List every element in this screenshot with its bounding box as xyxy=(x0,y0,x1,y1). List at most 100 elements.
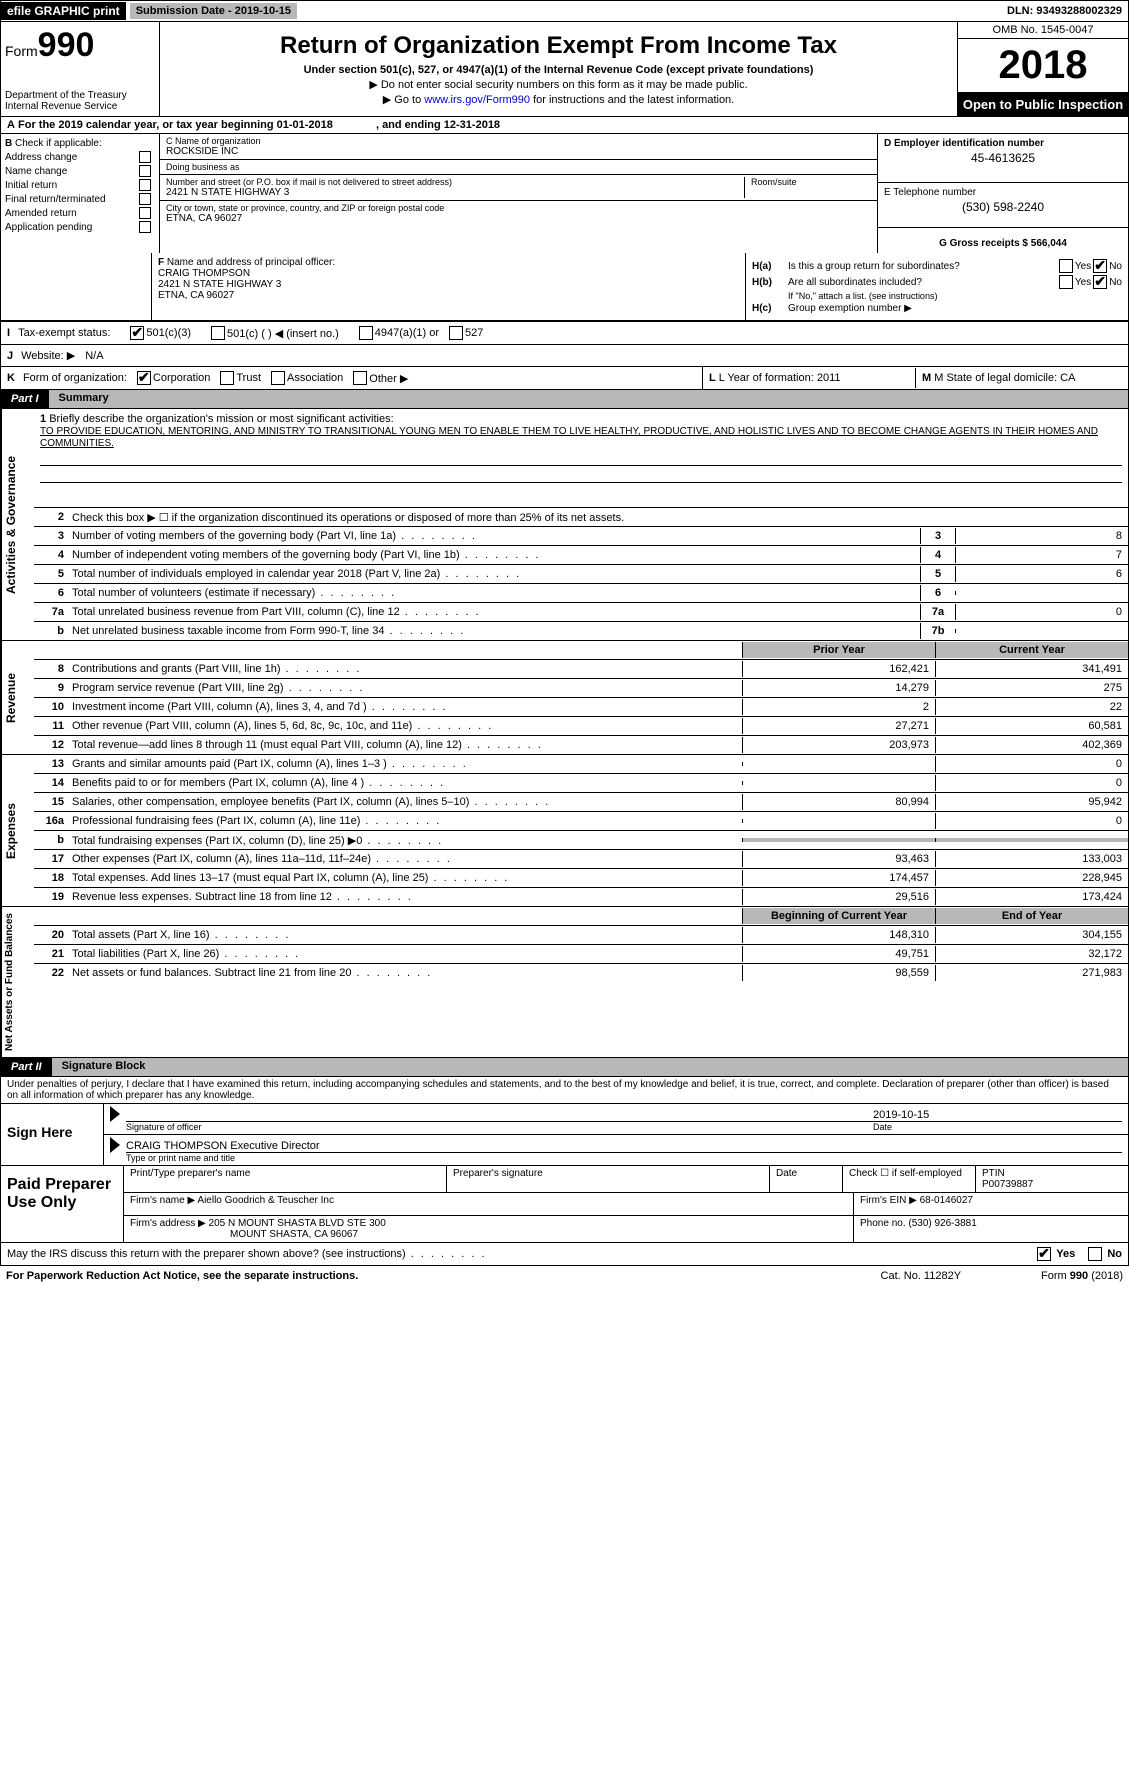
checkbox-icon[interactable] xyxy=(139,221,151,233)
checkbox-icon[interactable] xyxy=(1093,259,1107,273)
tax-year: 2018 xyxy=(958,39,1128,93)
row-a-text: For the 2019 calendar year, or tax year … xyxy=(18,119,333,131)
side-netassets: Net Assets or Fund Balances xyxy=(1,907,34,1057)
section-revenue: Revenue Prior Year Current Year 8 Contri… xyxy=(0,640,1129,754)
phone-value: (530) 598-2240 xyxy=(884,200,1122,214)
table-row: 19 Revenue less expenses. Subtract line … xyxy=(34,888,1128,906)
table-row: 6 Total number of volunteers (estimate i… xyxy=(34,584,1128,603)
checkbox-icon[interactable] xyxy=(139,151,151,163)
table-row: 18 Total expenses. Add lines 13–17 (must… xyxy=(34,869,1128,888)
line-1: 1 Briefly describe the organization's mi… xyxy=(34,409,1128,508)
firm-ein: Firm's EIN ▶ 68-0146027 xyxy=(854,1193,1128,1215)
table-row: 8 Contributions and grants (Part VIII, l… xyxy=(34,660,1128,679)
checkbox-icon[interactable] xyxy=(1093,275,1107,289)
table-row: 21 Total liabilities (Part X, line 26) 4… xyxy=(34,945,1128,964)
firm-addr-2: MOUNT SHASTA, CA 96067 xyxy=(230,1229,358,1240)
row-h: H(a) Is this a group return for subordin… xyxy=(746,253,1128,320)
row-k-text: Form of organization: xyxy=(23,372,127,384)
checkbox-icon[interactable] xyxy=(1059,259,1073,273)
irs-link[interactable]: www.irs.gov/Form990 xyxy=(424,94,530,106)
form-title: Return of Organization Exempt From Incom… xyxy=(166,32,951,60)
h-a-label: H(a) xyxy=(752,261,782,272)
table-row: 16a Professional fundraising fees (Part … xyxy=(34,812,1128,831)
ein-value: 45-4613625 xyxy=(884,151,1122,165)
room-label: Room/suite xyxy=(751,177,871,187)
row-i-text: Tax-exempt status: xyxy=(18,327,110,339)
checkbox-icon[interactable] xyxy=(220,371,234,385)
sig-disclaimer: Under penalties of perjury, I declare th… xyxy=(1,1077,1128,1103)
table-row: 15 Salaries, other compensation, employe… xyxy=(34,793,1128,812)
table-row: 11 Other revenue (Part VIII, column (A),… xyxy=(34,717,1128,736)
chk-amended: Amended return xyxy=(5,207,155,219)
open-to-public: Open to Public Inspection xyxy=(958,93,1128,116)
section-activities: Activities & Governance 1 Briefly descri… xyxy=(0,409,1129,640)
checkbox-icon[interactable] xyxy=(1088,1247,1102,1261)
table-row: b Total fundraising expenses (Part IX, c… xyxy=(34,831,1128,850)
discuss-text: May the IRS discuss this return with the… xyxy=(7,1248,487,1260)
checkbox-icon[interactable] xyxy=(137,371,151,385)
checkbox-icon[interactable] xyxy=(211,326,225,340)
row-j: J Website: ▶ N/A xyxy=(0,345,1129,367)
header-begin: Beginning of Current Year xyxy=(742,908,935,924)
ptin-value: P00739887 xyxy=(982,1179,1122,1190)
form-note-1: ▶ Do not enter social security numbers o… xyxy=(166,78,951,91)
row-fh: F Name and address of principal officer:… xyxy=(0,253,1129,321)
topbar: efile GRAPHIC print Submission Date - 20… xyxy=(0,0,1129,22)
officer-addr1: 2421 N STATE HIGHWAY 3 xyxy=(158,279,281,290)
omb-number: OMB No. 1545-0047 xyxy=(958,22,1128,39)
officer-name: CRAIG THOMPSON xyxy=(158,268,250,279)
row-a: A For the 2019 calendar year, or tax yea… xyxy=(0,117,1129,134)
checkbox-icon[interactable] xyxy=(449,326,463,340)
checkbox-icon[interactable] xyxy=(353,371,367,385)
preparer-sig-label: Preparer's signature xyxy=(447,1166,770,1192)
sig-date-label: Date xyxy=(873,1121,1122,1132)
paperwork-notice: For Paperwork Reduction Act Notice, see … xyxy=(6,1270,358,1282)
line-2: 2 Check this box ▶ ☐ if the organization… xyxy=(34,508,1128,527)
sig-name-label: Type or print name and title xyxy=(126,1152,1122,1163)
f-label: F xyxy=(158,257,164,268)
col-de: D Employer identification number 45-4613… xyxy=(877,134,1128,253)
form-num: 990 xyxy=(38,26,95,64)
checkbox-icon[interactable] xyxy=(139,193,151,205)
part-2-header: Part II Signature Block xyxy=(0,1058,1129,1077)
form-header: Form990 Department of the Treasury Inter… xyxy=(0,22,1129,117)
mission-text: TO PROVIDE EDUCATION, MENTORING, AND MIN… xyxy=(40,426,1098,449)
row-a-ending: , and ending 12-31-2018 xyxy=(376,119,500,131)
irs-label: Internal Revenue Service xyxy=(5,101,155,112)
checkbox-icon[interactable] xyxy=(139,179,151,191)
sig-date-value: 2019-10-15 xyxy=(873,1109,1122,1121)
checkbox-icon[interactable] xyxy=(130,326,144,340)
table-row: 7a Total unrelated business revenue from… xyxy=(34,603,1128,622)
checkbox-icon[interactable] xyxy=(359,326,373,340)
row-k-label: K xyxy=(7,372,15,384)
table-row: b Net unrelated business taxable income … xyxy=(34,622,1128,640)
dln: DLN: 93493288002329 xyxy=(1007,5,1128,17)
form-prefix: Form xyxy=(5,43,38,59)
signature-block: Under penalties of perjury, I declare th… xyxy=(0,1077,1129,1166)
h-b-note: If "No," attach a list. (see instruction… xyxy=(788,291,937,301)
checkbox-icon[interactable] xyxy=(1037,1247,1051,1261)
officer-addr2: ETNA, CA 96027 xyxy=(158,290,234,301)
table-row: 22 Net assets or fund balances. Subtract… xyxy=(34,964,1128,982)
form-subtitle: Under section 501(c), 527, or 4947(a)(1)… xyxy=(166,64,951,76)
phone-label: E Telephone number xyxy=(884,187,1122,198)
street-value: 2421 N STATE HIGHWAY 3 xyxy=(166,187,744,198)
bottom-footer: For Paperwork Reduction Act Notice, see … xyxy=(0,1266,1129,1286)
form-note-2: ▶ Go to www.irs.gov/Form990 for instruct… xyxy=(166,93,951,106)
checkbox-icon[interactable] xyxy=(271,371,285,385)
form-number: Form990 xyxy=(5,26,155,65)
h-c-label: H(c) xyxy=(752,303,782,314)
table-row: 4 Number of independent voting members o… xyxy=(34,546,1128,565)
efile-tag: efile GRAPHIC print xyxy=(1,2,126,20)
checkbox-icon[interactable] xyxy=(1059,275,1073,289)
gross-receipts: G Gross receipts $ 566,044 xyxy=(939,238,1067,249)
h-a-text: Is this a group return for subordinates? xyxy=(788,261,1057,272)
table-row: 13 Grants and similar amounts paid (Part… xyxy=(34,755,1128,774)
checkbox-icon[interactable] xyxy=(139,165,151,177)
dba-label: Doing business as xyxy=(166,162,871,172)
checkbox-icon[interactable] xyxy=(139,207,151,219)
section-bcde: B Check if applicable: Address change Na… xyxy=(0,134,1129,253)
part-2-num: Part II xyxy=(1,1059,52,1075)
h-c-text: Group exemption number ▶ xyxy=(788,303,1122,314)
firm-phone: Phone no. (530) 926-3881 xyxy=(854,1216,1128,1242)
